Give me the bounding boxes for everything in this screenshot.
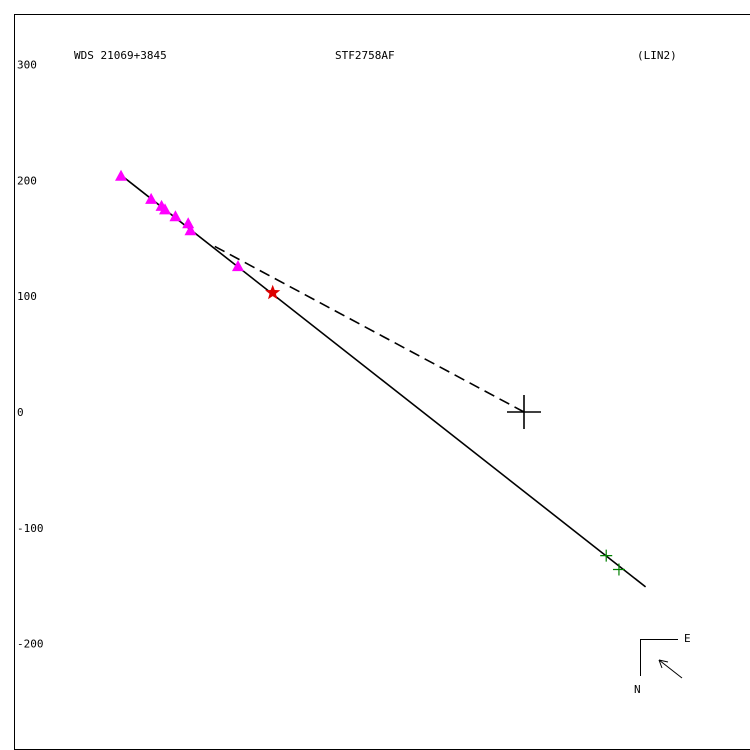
data-point-triangle	[184, 224, 197, 236]
compass-north-label: N	[634, 683, 641, 696]
y-tick-label: 0	[17, 406, 24, 419]
observation-points	[115, 169, 625, 576]
y-tick-label: 300	[17, 59, 37, 72]
compass: E N	[634, 632, 691, 696]
data-point-triangle	[159, 203, 172, 215]
motion-arrow-shaft	[658, 659, 683, 679]
y-tick-labels: 300 200 100 0 -100 -200	[17, 59, 44, 651]
data-point-plus	[600, 549, 613, 562]
data-point-star	[265, 284, 281, 300]
y-tick-label: 200	[17, 174, 37, 187]
data-point-triangle	[182, 217, 195, 229]
header-wds-id: WDS 21069+3845	[74, 49, 167, 62]
orbit-line	[122, 176, 647, 588]
y-tick-label: -200	[17, 638, 44, 651]
compass-axes	[640, 639, 678, 676]
data-point-plus	[612, 563, 625, 576]
y-tick-label: 100	[17, 290, 37, 303]
header-pair-name: STF2758AF	[335, 49, 395, 62]
primary-star-cross	[507, 395, 541, 429]
data-point-triangle	[115, 169, 128, 181]
data-point-triangle	[231, 260, 244, 272]
motion-arrow-head	[658, 659, 669, 669]
header-orbit-code: (LIN2)	[637, 49, 677, 62]
plot-frame	[14, 14, 750, 750]
dashed-connector	[214, 245, 525, 413]
data-point-triangle	[145, 192, 158, 204]
compass-east-label: E	[684, 632, 691, 645]
data-point-triangle	[169, 210, 182, 222]
y-tick-label: -100	[17, 522, 44, 535]
